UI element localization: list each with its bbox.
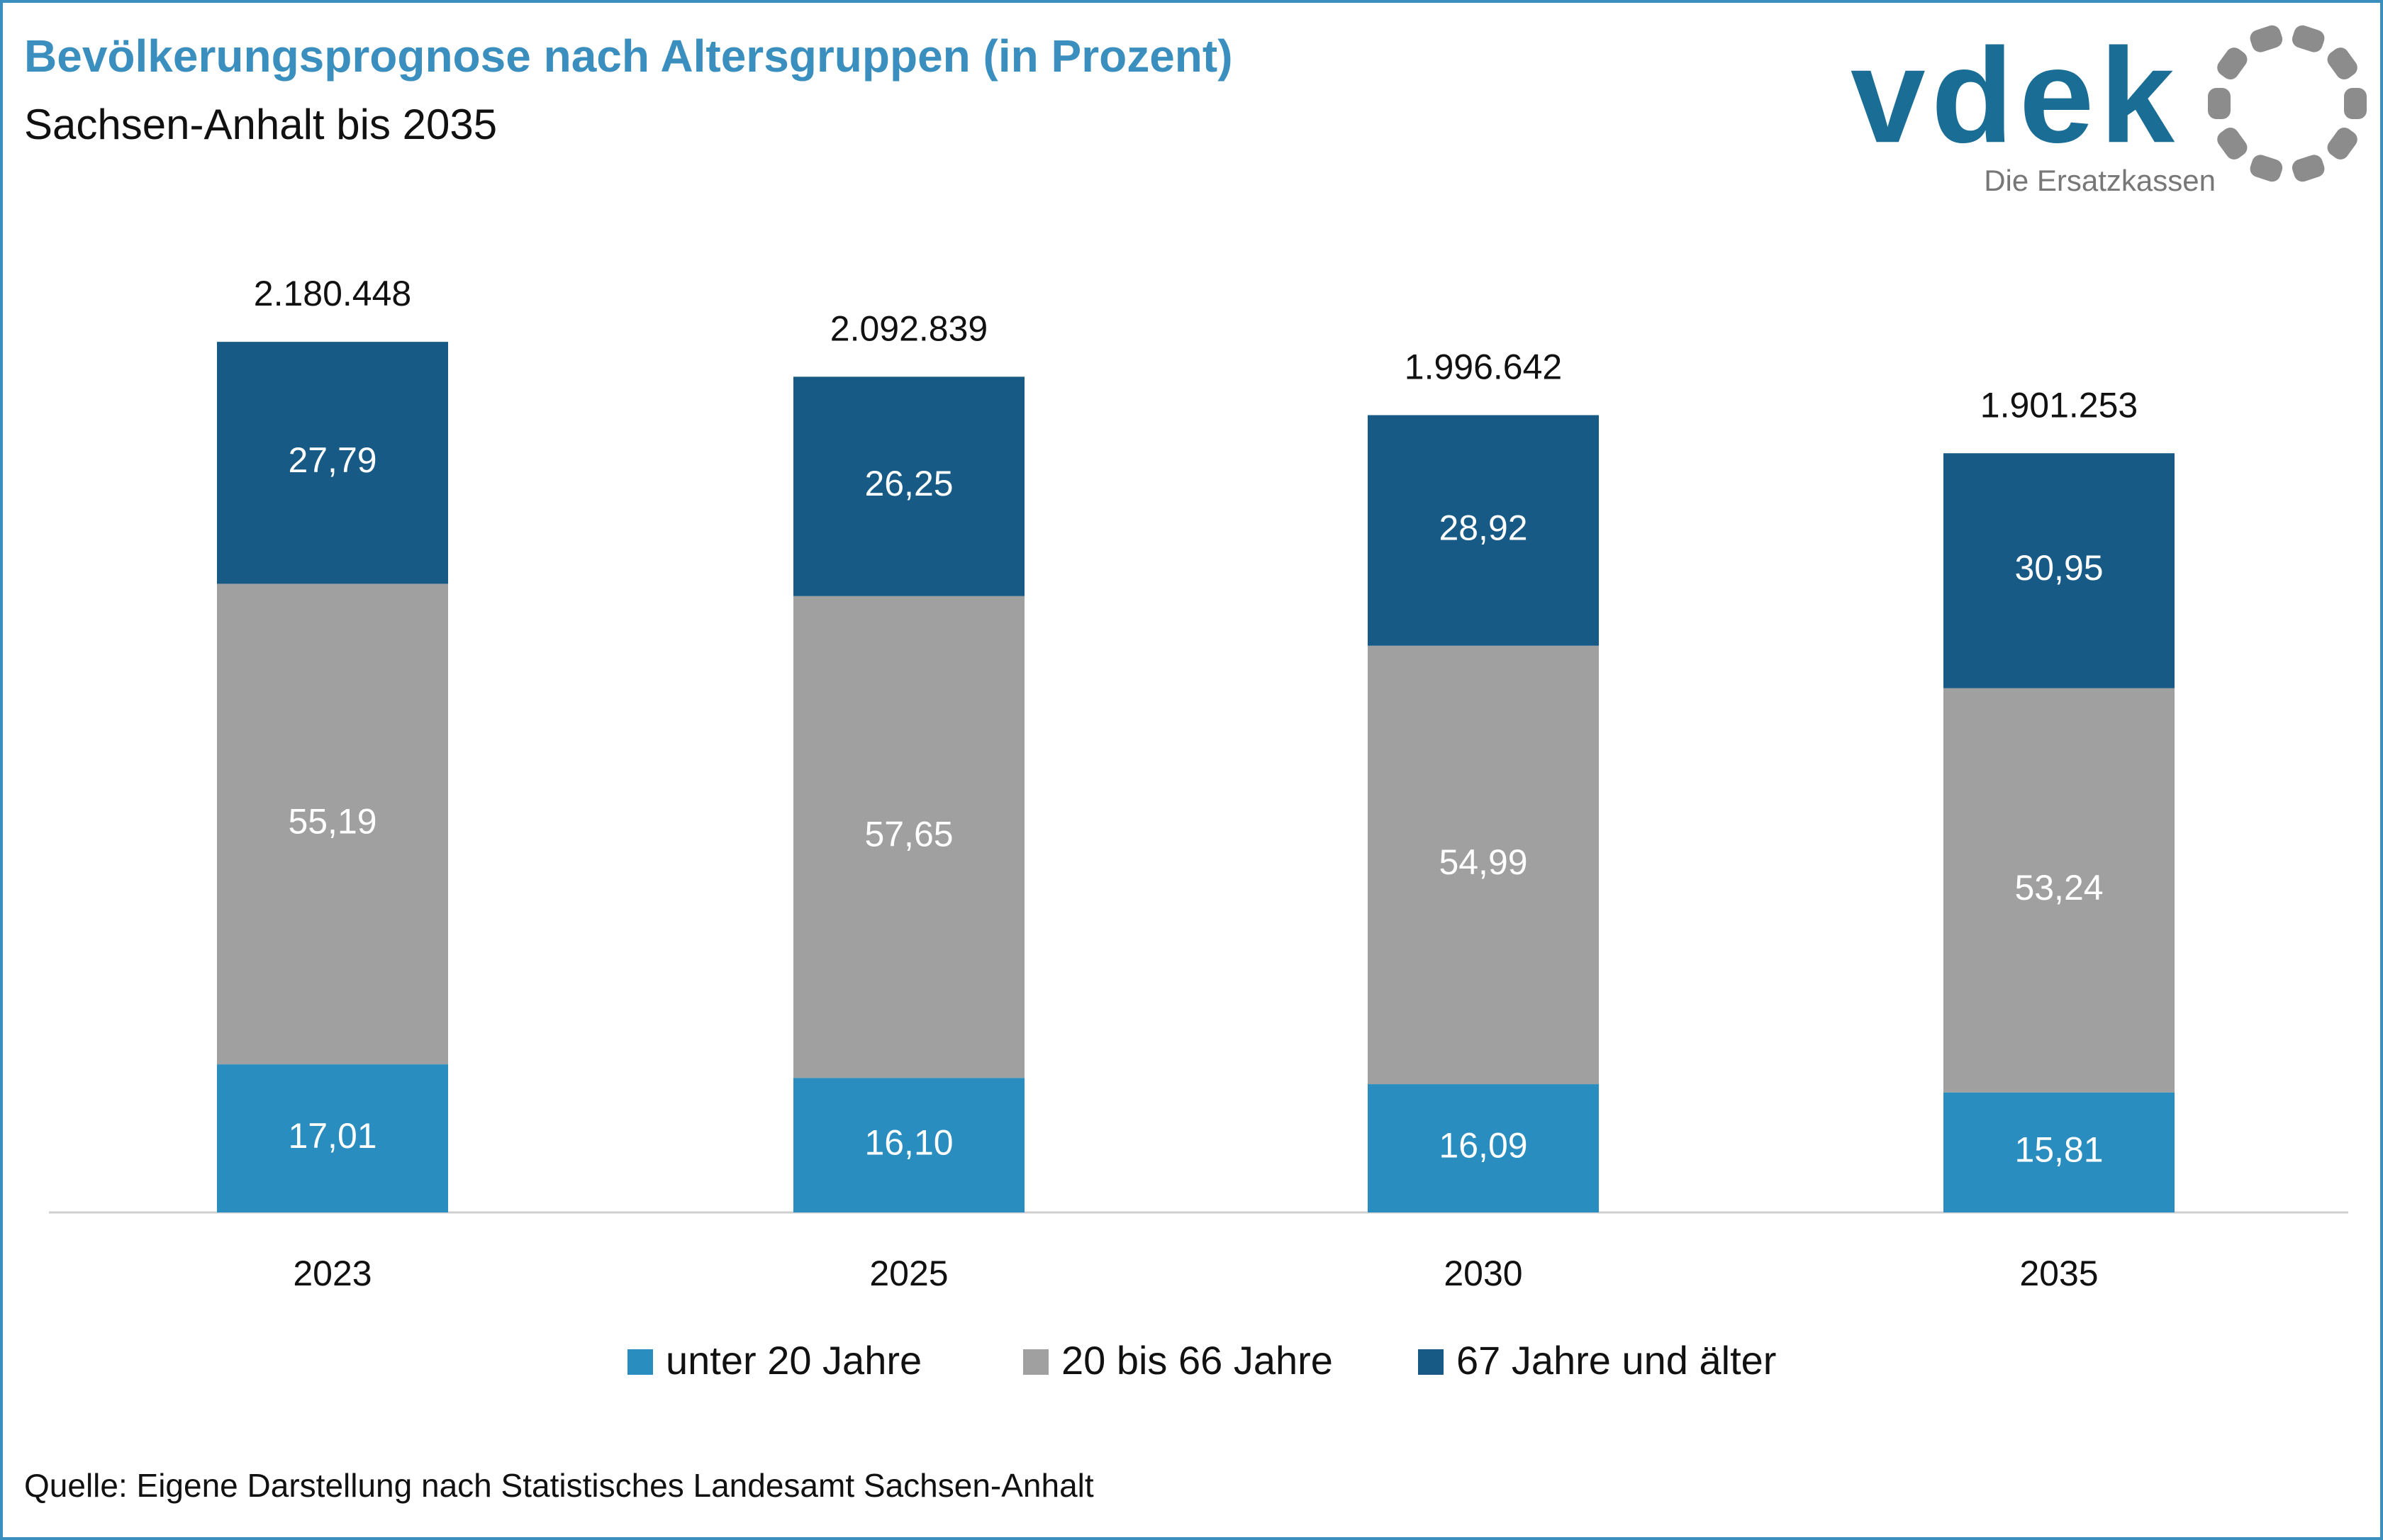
bar-segment <box>217 1064 448 1212</box>
bar-segment <box>793 376 1025 596</box>
value-label: 27,79 <box>288 440 376 480</box>
legend-swatch <box>1418 1349 1444 1375</box>
value-label: 28,92 <box>1439 508 1527 547</box>
bar-segment <box>1943 453 2175 688</box>
bar-segment <box>217 584 448 1065</box>
value-label: 53,24 <box>2014 868 2103 908</box>
logo-dot <box>2292 25 2325 52</box>
x-tick-label: 2035 <box>2019 1254 2098 1293</box>
value-label: 26,25 <box>864 464 953 503</box>
total-label: 1.996.642 <box>1405 347 1562 387</box>
logo-dot <box>2292 155 2325 182</box>
value-label: 17,01 <box>288 1116 376 1156</box>
bar-segment <box>217 342 448 584</box>
logo-dot <box>2217 127 2248 160</box>
bar-segment <box>1943 1092 2175 1212</box>
logo-dot <box>2217 48 2248 80</box>
chart-subtitle: Sachsen-Anhalt bis 2035 <box>24 101 497 148</box>
bar-segment <box>793 596 1025 1078</box>
x-tick-label: 2023 <box>293 1254 372 1293</box>
logo-dot <box>2250 25 2283 52</box>
logo-ring <box>2208 25 2367 182</box>
bar-segment <box>793 1078 1025 1212</box>
total-label: 1.901.253 <box>1980 385 2138 425</box>
chart-title: Bevölkerungsprognose nach Altersgruppen … <box>24 30 1233 82</box>
value-label: 16,10 <box>864 1122 953 1162</box>
legend-swatch <box>627 1349 653 1375</box>
bar-segment <box>1368 1084 1599 1212</box>
value-label: 54,99 <box>1439 842 1527 882</box>
value-label: 16,09 <box>1439 1126 1527 1166</box>
bar-segment <box>1368 645 1599 1085</box>
value-label: 57,65 <box>864 815 953 854</box>
total-label: 2.180.448 <box>254 274 411 313</box>
total-label: 2.092.839 <box>830 309 988 349</box>
x-tick-label: 2030 <box>1444 1254 1522 1293</box>
logo-dot <box>2327 48 2357 80</box>
logo-dot <box>2327 127 2357 160</box>
value-label: 15,81 <box>2014 1130 2103 1170</box>
legend-swatch <box>1023 1349 1049 1375</box>
logo-tagline: Die Ersatzkassen <box>1984 164 2216 197</box>
logo-dot <box>2344 88 2367 119</box>
logo-dot <box>2208 88 2231 119</box>
value-label: 30,95 <box>2014 548 2103 588</box>
bar-segment <box>1943 688 2175 1093</box>
legend-label: 67 Jahre und älter <box>1456 1338 1776 1383</box>
x-tick-label: 2025 <box>869 1254 948 1293</box>
legend-label: 20 bis 66 Jahre <box>1061 1338 1333 1383</box>
logo-dot <box>2250 155 2283 182</box>
logo-name: vdek <box>1851 21 2180 171</box>
source: Quelle: Eigene Darstellung nach Statisti… <box>24 1467 1094 1504</box>
value-label: 55,19 <box>288 801 376 841</box>
bar-segment <box>1368 415 1599 646</box>
legend-label: unter 20 Jahre <box>666 1338 922 1383</box>
